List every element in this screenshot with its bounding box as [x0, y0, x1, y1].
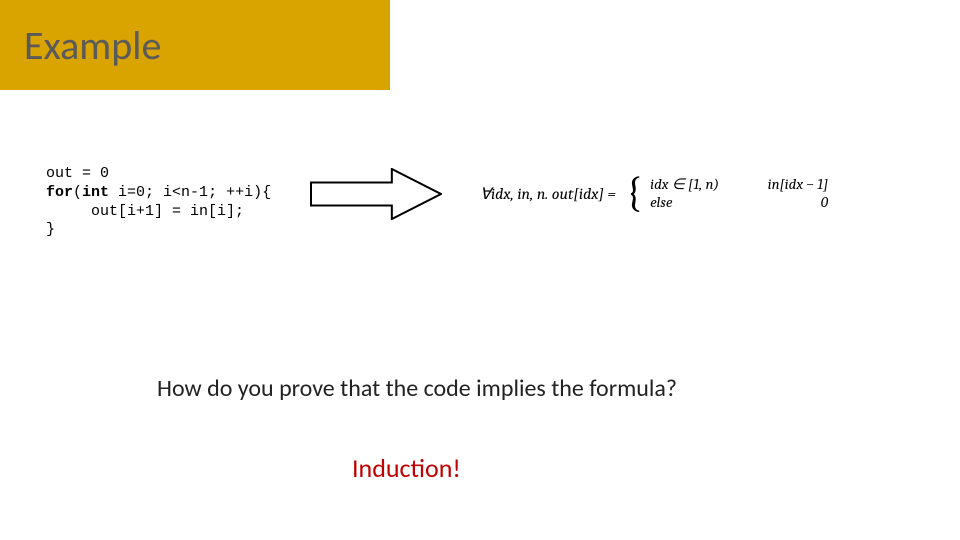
formula-case-cond: idx ∈ [1, n)	[650, 175, 734, 193]
code-line-3: out[i+1] = in[i];	[46, 203, 244, 220]
answer-text: Induction!	[352, 452, 461, 484]
code-kw-int: int	[82, 184, 109, 201]
formula-case-val: 0	[748, 193, 828, 211]
formula-cases: idx ∈ [1, n) in[idx − 1] else 0	[650, 175, 828, 211]
code-line-1: out = 0	[46, 165, 109, 182]
formula-case-cond: else	[650, 193, 734, 211]
code-kw-for: for	[46, 184, 73, 201]
formula-case-val: in[idx − 1]	[748, 175, 828, 193]
formula-brace: {	[626, 178, 642, 207]
slide-title: Example	[24, 21, 161, 70]
formula-case-row: idx ∈ [1, n) in[idx − 1]	[650, 175, 828, 193]
code-for-rest: i=0; i<n-1; ++i){	[109, 184, 271, 201]
code-block: out = 0 for(int i=0; i<n-1; ++i){ out[i+…	[46, 165, 271, 240]
title-box: Example	[0, 0, 390, 90]
formula-case-row: else 0	[650, 193, 828, 211]
arrow-icon	[310, 168, 442, 220]
code-line-4: }	[46, 221, 55, 238]
question-text: How do you prove that the code implies t…	[157, 374, 677, 403]
arrow	[310, 168, 442, 225]
formula-prefix: ∀idx, in, n. out[idx] =	[480, 184, 616, 203]
formula: ∀idx, in, n. out[idx] = { idx ∈ [1, n) in…	[480, 175, 828, 211]
